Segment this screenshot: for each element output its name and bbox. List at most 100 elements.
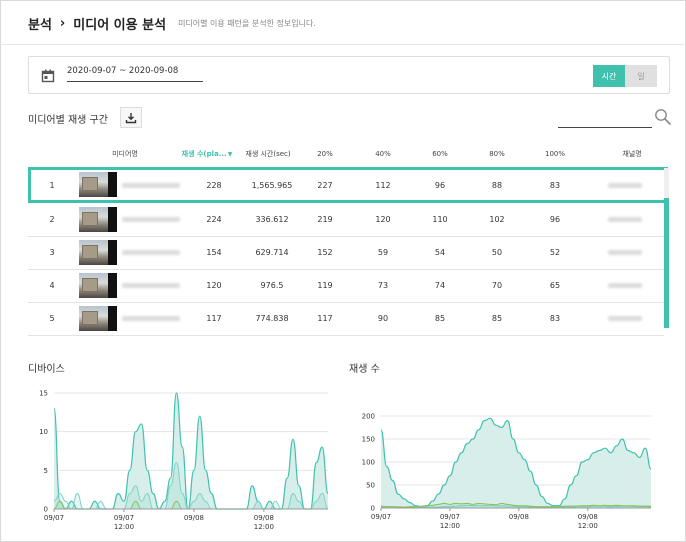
cell-60: 74 bbox=[434, 281, 446, 290]
column-play-count[interactable]: 재생 수(pla... ▼ bbox=[180, 144, 234, 164]
media-name-redacted bbox=[122, 236, 180, 269]
date-range-input[interactable]: 2020-09-07 ~ 2020-09-08 bbox=[67, 66, 203, 82]
column-play-time[interactable]: 재생 시간(sec) bbox=[245, 150, 291, 158]
media-name-redacted bbox=[122, 269, 180, 302]
sort-desc-icon: ▼ bbox=[227, 150, 233, 158]
table-row[interactable]: 4 120 976.5 119 73 74 70 65 bbox=[28, 269, 664, 303]
column-play-count-label: 재생 수(pla... bbox=[181, 150, 227, 158]
media-name-redacted bbox=[122, 170, 180, 200]
table-row[interactable]: 2 224 336.612 219 120 110 102 96 bbox=[28, 203, 664, 237]
x-tick-label: 09/08 bbox=[578, 513, 598, 521]
page-header: 분석 › 미디어 이용 분석 미디어별 이용 패턴을 분석한 정보입니다. bbox=[28, 10, 316, 36]
cell-80: 102 bbox=[489, 215, 505, 224]
y-tick-label: 5 bbox=[44, 467, 48, 475]
cell-20: 219 bbox=[317, 215, 333, 224]
cell-60: 96 bbox=[434, 180, 446, 190]
y-tick-label: 15 bbox=[39, 390, 48, 398]
cell-40: 120 bbox=[375, 215, 391, 224]
y-tick-label: 0 bbox=[371, 505, 375, 513]
cell-60: 54 bbox=[434, 248, 446, 257]
cell-rank: 4 bbox=[49, 281, 55, 290]
cell-60: 110 bbox=[432, 215, 448, 224]
media-name-redacted bbox=[122, 302, 180, 335]
cell-100: 52 bbox=[549, 248, 561, 257]
cell-plays: 228 bbox=[206, 180, 222, 190]
media-thumbnail[interactable] bbox=[79, 306, 117, 331]
cell-60: 85 bbox=[434, 314, 446, 323]
time-unit-toggle: 시간 일 bbox=[593, 65, 657, 87]
y-tick-label: 100 bbox=[362, 459, 375, 467]
x-tick-sublabel: 12:00 bbox=[578, 522, 598, 530]
y-tick-label: 10 bbox=[39, 428, 48, 436]
header-divider bbox=[0, 44, 686, 45]
y-tick-label: 150 bbox=[362, 436, 375, 444]
cell-rank: 5 bbox=[49, 314, 55, 323]
cell-play-time: 1,565.965 bbox=[251, 180, 293, 190]
x-tick-label: 09/07 bbox=[114, 514, 134, 522]
device-chart-title: 디바이스 bbox=[28, 364, 65, 375]
y-tick-label: 50 bbox=[366, 482, 375, 490]
search-icon[interactable] bbox=[654, 108, 672, 126]
column-40[interactable]: 40% bbox=[375, 150, 391, 158]
search-input[interactable] bbox=[558, 127, 652, 128]
cell-100: 65 bbox=[549, 281, 561, 290]
cell-40: 59 bbox=[377, 248, 389, 257]
media-thumbnail[interactable] bbox=[79, 207, 117, 232]
column-100[interactable]: 100% bbox=[544, 150, 565, 158]
cell-20: 227 bbox=[317, 180, 333, 190]
download-button[interactable] bbox=[120, 107, 142, 128]
x-tick-label: 09/08 bbox=[509, 513, 529, 521]
cell-80: 88 bbox=[491, 180, 503, 190]
x-tick-label: 09/07 bbox=[371, 513, 391, 521]
cell-20: 117 bbox=[317, 314, 333, 323]
cell-play-time: 629.714 bbox=[255, 248, 289, 257]
toggle-hour-button[interactable]: 시간 bbox=[593, 65, 625, 87]
column-media-name[interactable]: 미디어명 bbox=[112, 150, 138, 158]
cell-rank: 1 bbox=[49, 180, 55, 190]
media-thumbnail[interactable] bbox=[79, 273, 117, 298]
x-tick-sublabel: 12:00 bbox=[440, 522, 460, 530]
toggle-day-button[interactable]: 일 bbox=[625, 65, 657, 87]
channel-name-redacted bbox=[608, 236, 642, 269]
series-line-2 bbox=[380, 502, 651, 508]
cell-20: 119 bbox=[317, 281, 333, 290]
table-row[interactable]: 1 228 1,565.965 227 112 96 88 83 bbox=[28, 167, 668, 203]
cell-plays: 117 bbox=[206, 314, 222, 323]
cell-plays: 120 bbox=[206, 281, 222, 290]
media-name-redacted bbox=[122, 203, 180, 236]
plays-chart-title: 재생 수 bbox=[349, 364, 380, 375]
cell-40: 112 bbox=[375, 180, 391, 190]
cell-100: 83 bbox=[549, 180, 561, 190]
calendar-icon[interactable] bbox=[41, 69, 55, 83]
cell-40: 90 bbox=[377, 314, 389, 323]
y-tick-label: 200 bbox=[362, 413, 375, 421]
x-tick-sublabel: 12:00 bbox=[114, 523, 134, 531]
table-section-title: 미디어별 재생 구간 bbox=[28, 115, 108, 126]
table-row[interactable]: 3 154 629.714 152 59 54 50 52 bbox=[28, 236, 664, 270]
download-icon bbox=[125, 112, 137, 123]
column-20[interactable]: 20% bbox=[317, 150, 333, 158]
cell-play-time: 976.5 bbox=[260, 281, 284, 290]
column-60[interactable]: 60% bbox=[432, 150, 448, 158]
breadcrumb-analysis[interactable]: 분석 bbox=[28, 17, 52, 33]
table-row[interactable]: 5 117 774.838 117 90 85 85 83 bbox=[28, 302, 664, 336]
media-thumbnail[interactable] bbox=[79, 172, 117, 197]
column-80[interactable]: 80% bbox=[489, 150, 505, 158]
cell-plays: 154 bbox=[206, 248, 222, 257]
channel-name-redacted bbox=[608, 269, 642, 302]
column-channel[interactable]: 채널명 bbox=[622, 150, 642, 158]
table-scrollbar-thumb[interactable] bbox=[664, 198, 669, 328]
cell-rank: 3 bbox=[49, 248, 55, 257]
cell-80: 70 bbox=[491, 281, 503, 290]
series-line-1 bbox=[381, 504, 652, 508]
x-tick-sublabel: 12:00 bbox=[254, 523, 274, 531]
y-tick-label: 0 bbox=[44, 506, 48, 514]
cell-40: 73 bbox=[377, 281, 389, 290]
x-tick-label: 09/07 bbox=[440, 513, 460, 521]
x-tick-label: 09/08 bbox=[184, 514, 204, 522]
date-filter-panel: 2020-09-07 ~ 2020-09-08 시간 일 bbox=[28, 56, 670, 94]
media-thumbnail[interactable] bbox=[79, 240, 117, 265]
channel-name-redacted bbox=[608, 170, 642, 200]
